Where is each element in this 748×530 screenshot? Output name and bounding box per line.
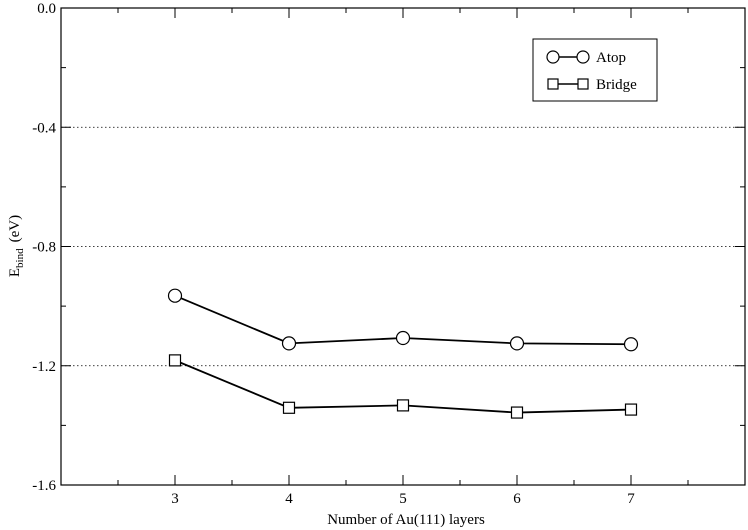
legend-label-atop: Atop — [596, 50, 626, 66]
y-axis-title: Ebind (eV) — [7, 215, 26, 277]
data-point-atop — [395, 330, 411, 346]
y-tick-label: -1.2 — [32, 359, 56, 375]
series-atop — [167, 288, 639, 352]
legend-marker-atop — [546, 50, 560, 64]
series-layer — [167, 288, 639, 419]
y-tick-label: -0.4 — [32, 120, 56, 136]
data-point-atop — [509, 336, 525, 351]
data-point-bridge — [510, 406, 524, 419]
y-axis-title-subscript: bind — [14, 248, 26, 268]
x-tick-label: 3 — [171, 491, 179, 507]
x-axis-title: Number of Au(111) layers — [327, 512, 485, 528]
x-tick-label: 5 — [399, 491, 407, 507]
y-axis-title-unit: (eV) — [7, 215, 23, 242]
data-point-bridge — [282, 401, 296, 414]
y-tick-label: -0.8 — [32, 240, 56, 256]
x-tick-label: 7 — [627, 491, 635, 507]
data-point-bridge — [624, 403, 638, 416]
legend-marker-bridge — [577, 78, 589, 90]
legend-marker-atop — [576, 50, 590, 64]
y-axis-title-main: E — [7, 268, 23, 277]
legend-marker-bridge — [547, 78, 559, 90]
x-tick-label: 4 — [285, 491, 293, 507]
x-tick-label: 6 — [513, 491, 521, 507]
axis-ticks: 3 4 5 6 7 0.0 -0.4 -0.8 -1.2 -1.6 — [32, 1, 746, 507]
series-bridge — [168, 354, 638, 419]
data-point-bridge — [396, 399, 410, 412]
legend-box — [532, 38, 658, 102]
data-point-atop — [167, 288, 183, 303]
data-point-bridge — [168, 354, 182, 367]
legend: Atop Bridge — [532, 38, 658, 102]
y-tick-label: -1.6 — [32, 478, 56, 494]
legend-label-bridge: Bridge — [596, 77, 637, 93]
data-point-atop — [281, 336, 297, 351]
y-tick-label: 0.0 — [37, 1, 56, 17]
data-point-atop — [623, 337, 639, 352]
